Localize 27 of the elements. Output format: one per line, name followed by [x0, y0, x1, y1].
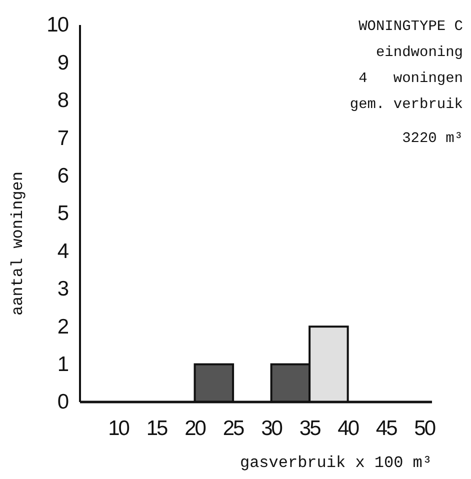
annotation: WONINGTYPE C: [358, 19, 464, 35]
x-axis-title: gasverbruik x 100 m³: [240, 454, 432, 472]
y-tick-label: 4: [57, 240, 70, 263]
annotation: eindwoning: [376, 45, 463, 61]
y-axis-title: aantal woningen: [9, 171, 27, 316]
y-tick-label: 2: [57, 315, 68, 338]
y-tick-label: 1: [57, 353, 68, 376]
x-tick-label: 40: [338, 416, 359, 440]
y-tick-label: 7: [57, 126, 68, 150]
y-tick-label: 9: [57, 51, 68, 74]
x-tick-label: 35: [299, 416, 321, 440]
x-tick-label: 30: [261, 416, 282, 440]
x-tick-label: 25: [222, 416, 244, 440]
x-tick-label: 20: [184, 416, 206, 440]
y-tick-label: 3: [57, 278, 68, 301]
x-tick-label: 15: [146, 416, 168, 440]
y-tick-label: 6: [57, 164, 68, 188]
x-tick-label: 10: [108, 416, 130, 440]
y-tick-label: 10: [46, 14, 68, 37]
annotation: 4 woningen: [358, 71, 463, 87]
annotation: gem. verbruik: [350, 97, 463, 113]
annotation: 3220 m³: [402, 131, 463, 147]
x-tick-label: 50: [414, 416, 436, 440]
y-tick-label: 8: [57, 89, 68, 112]
y-tick-label: 5: [57, 202, 68, 226]
y-tick-label: 0: [57, 390, 68, 414]
x-tick-label: 45: [376, 416, 398, 440]
